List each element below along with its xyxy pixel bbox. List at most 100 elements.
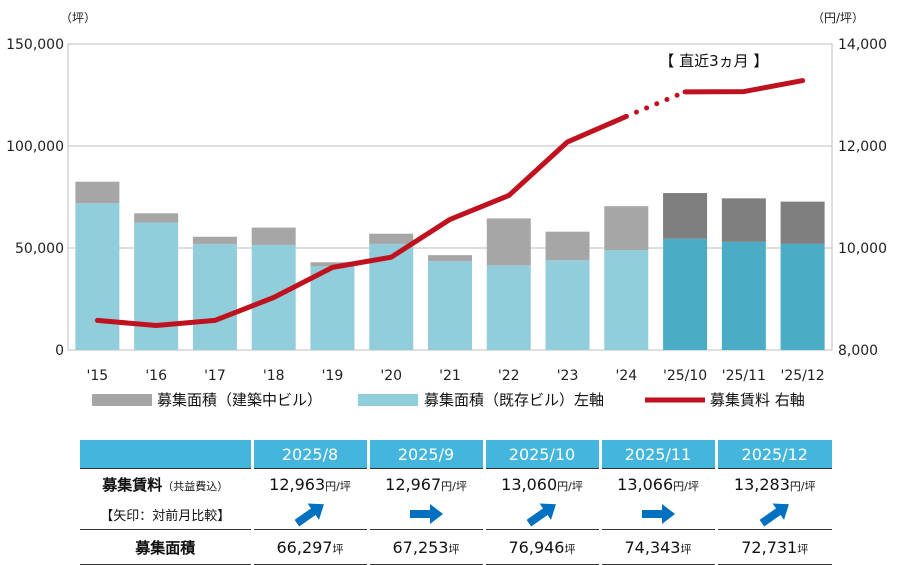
rent-value: 13,283	[733, 474, 790, 494]
bar-existing	[780, 243, 825, 350]
bar-construction	[369, 233, 414, 244]
bar-construction	[75, 181, 120, 204]
up-arrow-icon	[759, 503, 789, 527]
rent-unit: 円/坪	[789, 479, 816, 493]
area-cell: 72,731坪	[714, 529, 832, 565]
right-tick-label: 10,000	[838, 241, 887, 257]
area-unit: 坪	[448, 542, 460, 556]
rent-unit: 円/坪	[441, 479, 467, 493]
area-value: 76,946	[508, 537, 565, 557]
bar-construction	[192, 236, 237, 244]
left-tick-label: 150,000	[6, 37, 64, 53]
bar-construction	[721, 198, 766, 242]
bar-existing	[663, 238, 708, 350]
bar-construction	[663, 193, 708, 239]
rent-unit: 円/坪	[325, 479, 351, 493]
legend: 募集面積（建築中ビル） 募集面積（既存ビル）左軸 募集賃料 右軸	[92, 391, 805, 409]
up-arrow-icon	[526, 503, 556, 527]
month-header: 2025/12	[714, 440, 832, 469]
legend-label-rent: 募集賃料 右軸	[710, 391, 805, 409]
arrow-row-label: 【矢印：対前月比較】	[100, 508, 231, 524]
legend-label-existing: 募集面積（既存ビル）左軸	[424, 391, 604, 409]
x-tick-label: '18	[263, 368, 285, 384]
trend-arrow-icon	[714, 499, 832, 530]
area-unit: 坪	[332, 542, 344, 556]
axes: 0 50,000 100,000 150,000 8,000 10,000 12,000 14…	[6, 11, 887, 384]
trend-arrow-icon	[598, 499, 716, 530]
bar-construction	[428, 255, 472, 262]
bar-construction	[545, 231, 590, 261]
left-axis-unit: （坪）	[60, 11, 96, 25]
flat-arrow-icon	[410, 504, 443, 524]
x-tick-label: '20	[380, 368, 402, 384]
rent-value: 12,967	[385, 474, 442, 494]
flat-arrow-icon	[642, 504, 675, 524]
bar-existing	[310, 266, 355, 350]
bar-existing	[192, 243, 237, 350]
bar-construction	[134, 213, 179, 223]
summary-table: 2025/8 2025/9 2025/10 2025/11 2025/12 募集…	[80, 440, 832, 565]
recent-annotation: 【 直近3ヵ月 】	[659, 52, 768, 70]
bar-existing	[428, 261, 472, 350]
bar-existing	[75, 203, 120, 350]
bar-construction	[604, 206, 649, 251]
bar-construction	[310, 262, 355, 267]
bar-construction	[251, 227, 296, 245]
x-tick-label: '17	[204, 368, 226, 384]
area-value: 67,253	[392, 537, 449, 557]
bar-existing	[721, 241, 766, 350]
x-tick-label: '16	[145, 368, 167, 384]
legend-swatch-existing	[358, 394, 418, 406]
area-unit: 坪	[680, 542, 692, 556]
rent-row-label: 募集賃料（共益費込）	[80, 468, 252, 499]
trend-arrow-icon	[482, 499, 600, 530]
x-tick-label: '15	[87, 368, 109, 384]
x-tick-label: '22	[498, 368, 520, 384]
area-value: 72,731	[741, 537, 798, 557]
x-tick-label: '21	[439, 368, 461, 384]
rent-cell: 13,283円/坪	[714, 468, 832, 499]
rent-label: 募集賃料	[102, 475, 163, 494]
right-tick-label: 8,000	[838, 343, 878, 359]
rent-line-gap-dotted	[623, 89, 688, 119]
rent-line-yearly	[94, 113, 629, 328]
bar-existing	[545, 260, 590, 350]
month-header: 2025/9	[366, 440, 484, 469]
x-tick-label: '25/12	[781, 368, 825, 384]
trend-arrow-icon	[366, 499, 484, 530]
x-tick-label: '24	[615, 368, 637, 384]
rent-value: 12,963	[269, 474, 326, 494]
x-tick-label: '19	[322, 368, 344, 384]
rent-unit: 円/坪	[673, 479, 699, 493]
rent-cell: 13,060円/坪	[482, 468, 600, 499]
right-tick-label: 14,000	[838, 37, 887, 53]
area-cell: 67,253坪	[366, 529, 484, 565]
header-blank	[80, 440, 252, 469]
area-cell: 74,343坪	[598, 529, 716, 565]
rent-value: 13,060	[501, 474, 558, 494]
rent-value: 13,066	[617, 474, 674, 494]
rent-cell: 12,967円/坪	[366, 468, 484, 499]
left-tick-label: 50,000	[15, 241, 64, 257]
area-cell: 66,297坪	[250, 529, 368, 565]
area-row-label: 募集面積	[80, 529, 252, 565]
bar-existing	[134, 222, 179, 350]
rent-label-note: （共益費込）	[162, 479, 229, 493]
bar-existing	[604, 250, 649, 350]
bar-construction	[486, 218, 531, 266]
trend-arrow-icon	[250, 499, 368, 530]
bar-construction	[780, 201, 825, 244]
rent-area-chart: 0 50,000 100,000 150,000 8,000 10,000 12,000 14…	[6, 11, 887, 409]
left-tick-label: 0	[55, 343, 64, 359]
area-value: 66,297	[276, 537, 333, 557]
rent-cell: 13,066円/坪	[598, 468, 716, 499]
right-tick-label: 12,000	[838, 139, 887, 155]
month-header: 2025/10	[482, 440, 600, 469]
x-tick-label: '23	[557, 368, 579, 384]
right-axis-unit: （円/坪）	[812, 11, 864, 25]
legend-swatch-construction	[92, 394, 152, 406]
month-header: 2025/8	[250, 440, 368, 469]
legend-label-construction: 募集面積（建築中ビル）	[157, 391, 322, 409]
month-header: 2025/11	[598, 440, 716, 469]
rent-line	[94, 78, 806, 328]
